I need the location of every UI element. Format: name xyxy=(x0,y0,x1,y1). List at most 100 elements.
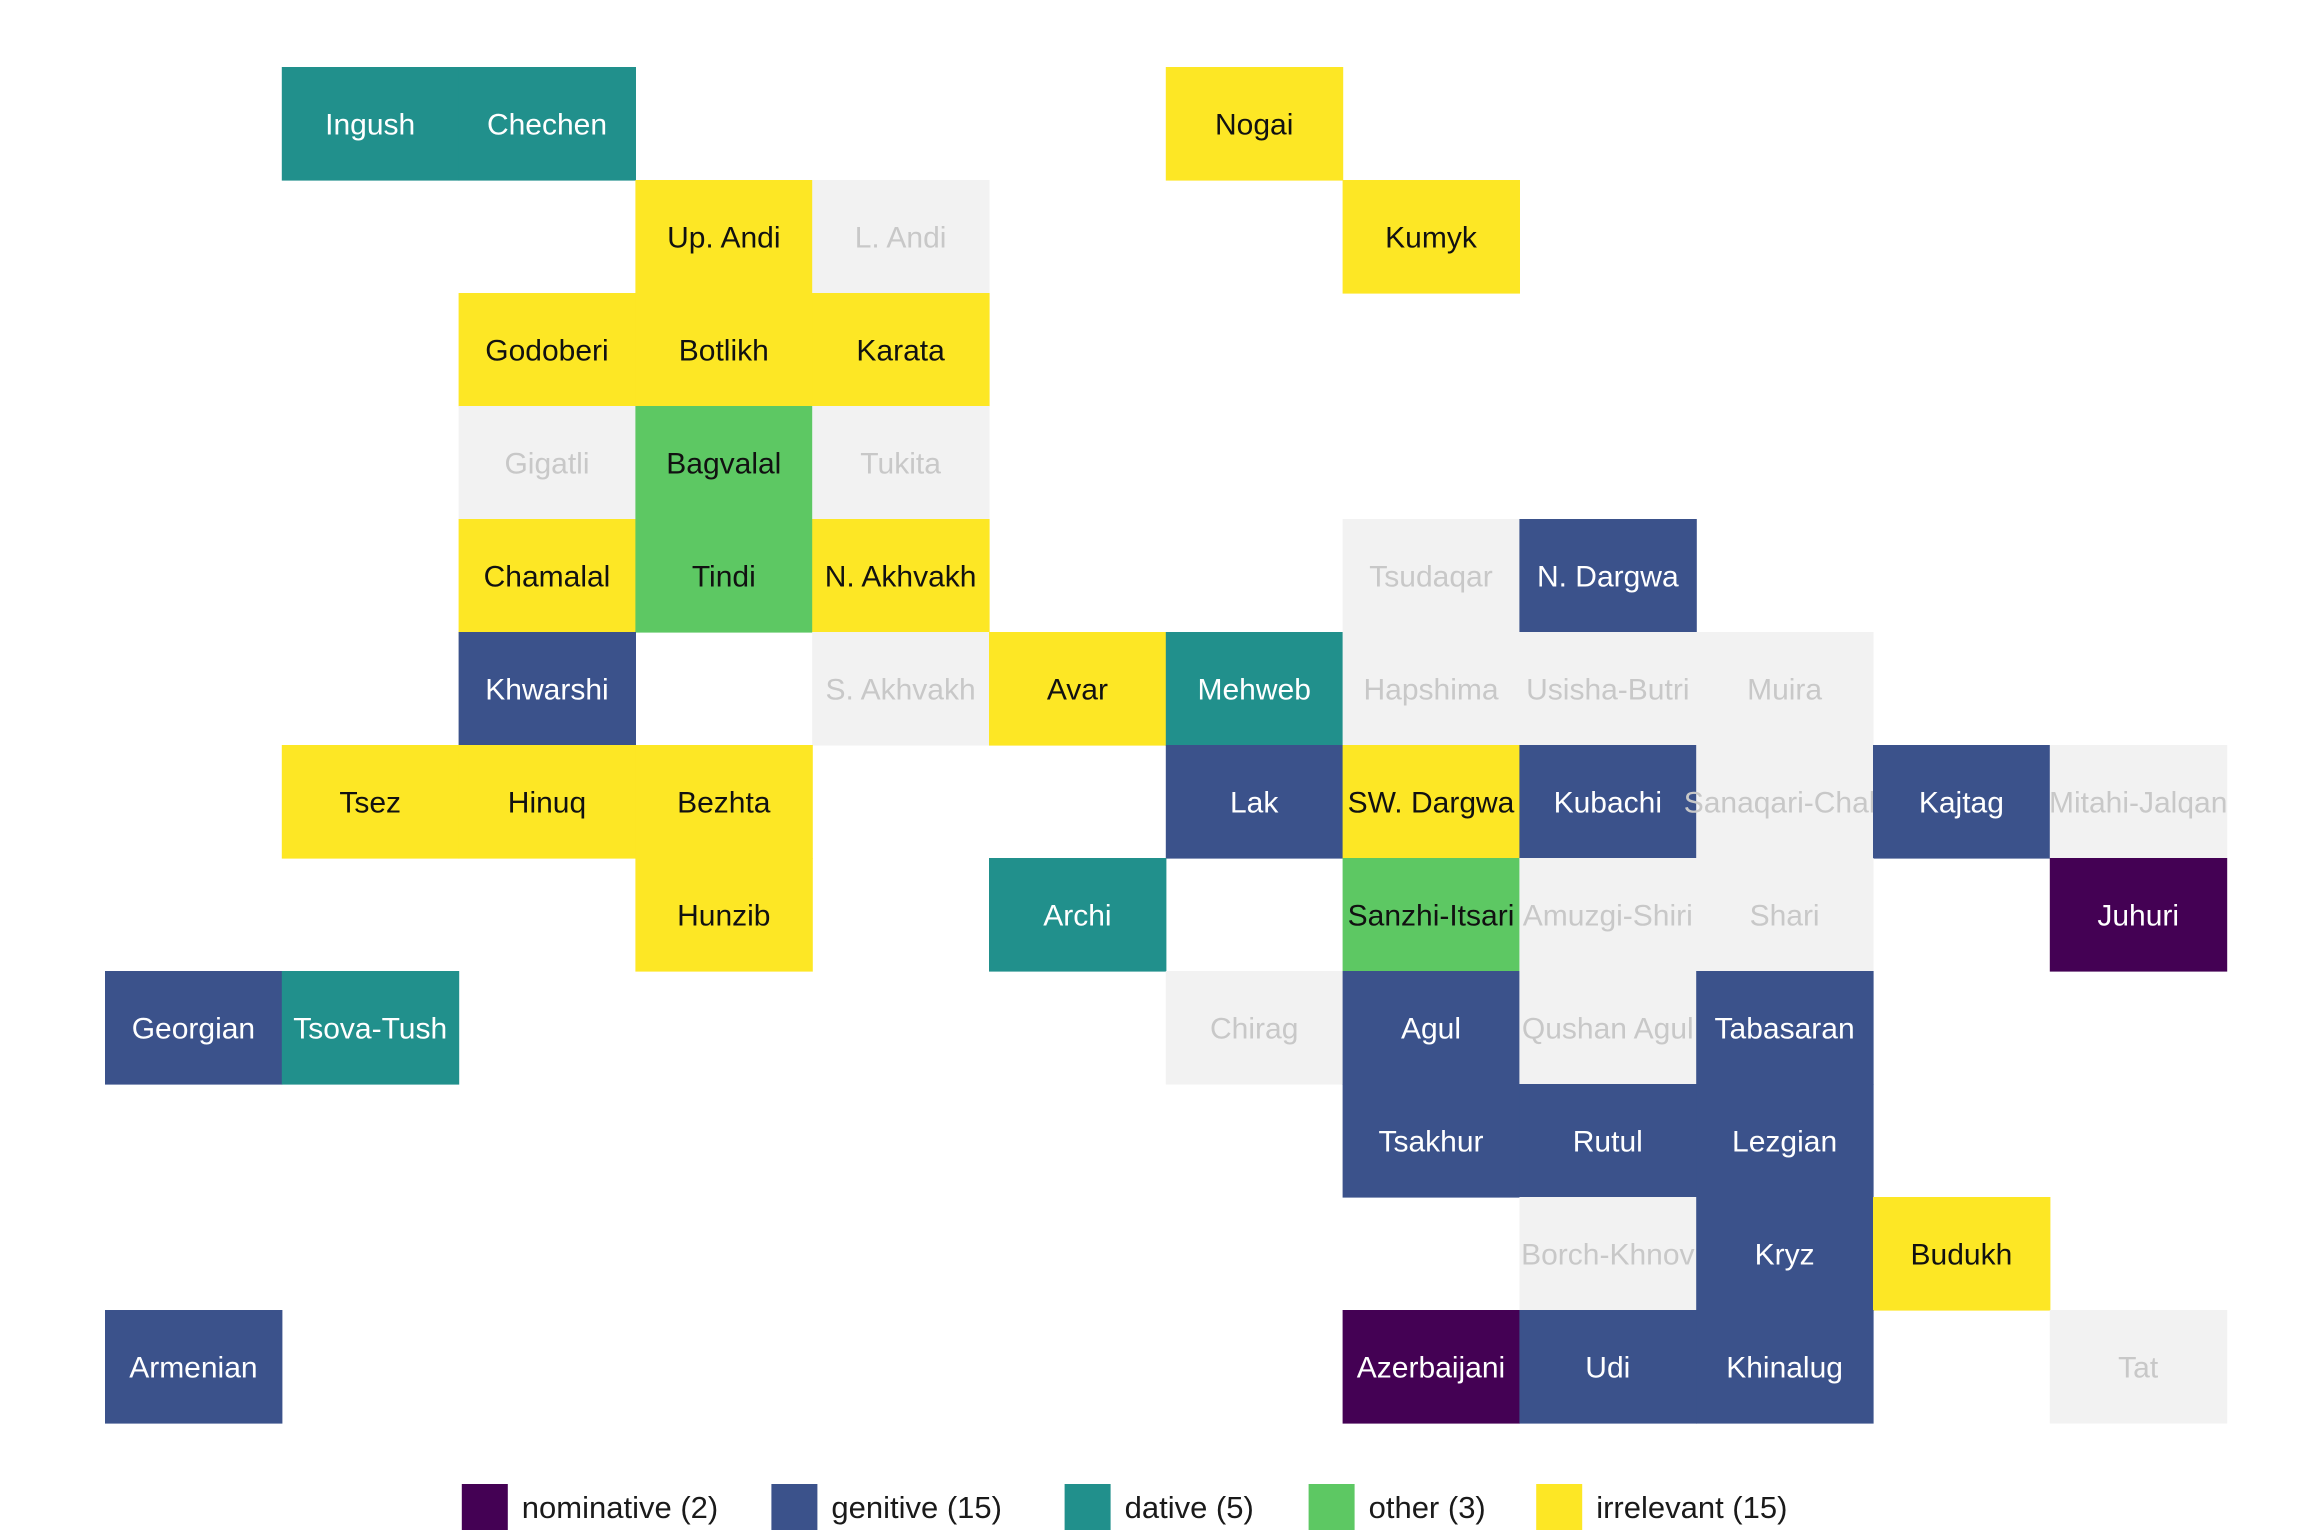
tile-label: Kubachi xyxy=(1554,787,1662,820)
tile-tsova-tush: Tsova-Tush xyxy=(281,971,460,1085)
tile-lezgian: Lezgian xyxy=(1696,1084,1874,1198)
tile-rect xyxy=(458,67,636,181)
tile-label: Armenian xyxy=(129,1352,257,1385)
tile-rect xyxy=(1342,745,1520,859)
tile-rect xyxy=(2049,745,2228,859)
tile-label: Udi xyxy=(1585,1352,1630,1385)
tile-label: Georgian xyxy=(132,1013,255,1046)
tile-armenian: Armenian xyxy=(105,1310,283,1424)
tile-label: Bagvalal xyxy=(666,448,781,481)
tile-label: Lezgian xyxy=(1732,1126,1837,1159)
tile-rutul: Rutul xyxy=(1519,1084,1697,1198)
tile-rect xyxy=(458,406,636,520)
tile-label: Tat xyxy=(2118,1352,2159,1385)
tile-label: Hunzib xyxy=(677,900,770,933)
legend: nominative (2) genitive (15) dative (5) oth… xyxy=(461,1484,1787,1530)
tile-label: Chechen xyxy=(487,109,607,142)
tile-tat: Tat xyxy=(2049,1310,2228,1424)
tile-label: Borch-Khnov xyxy=(1521,1239,1694,1272)
tile-label: Kumyk xyxy=(1385,222,1478,255)
tile-label: Tabasaran xyxy=(1715,1013,1855,1046)
tile-rect xyxy=(635,406,813,520)
tile-label: Ingush xyxy=(325,109,415,142)
tile-up-andi: Up. Andi xyxy=(635,180,813,294)
tile-rect xyxy=(1519,519,1697,633)
tile-label: SW. Dargwa xyxy=(1348,787,1515,820)
tile-rect xyxy=(1519,1197,1697,1311)
tile-rect xyxy=(812,632,990,746)
tile-rect xyxy=(1342,858,1520,972)
tile-label: Juhuri xyxy=(2097,900,2179,933)
tile-label: N. Akhvakh xyxy=(825,561,977,594)
tile-avar: Avar xyxy=(989,632,1167,746)
tile-label: Archi xyxy=(1043,900,1111,933)
tile-rect xyxy=(1165,745,1344,859)
tile-rect xyxy=(989,858,1167,972)
tile-label: S. Akhvakh xyxy=(826,674,976,707)
tile-label: Chirag xyxy=(1210,1013,1298,1046)
tile-rect xyxy=(1873,1197,2051,1311)
tile-qushan-agul: Qushan Agul xyxy=(1519,971,1697,1085)
tile-rect xyxy=(635,745,813,859)
tile-rect xyxy=(635,858,813,972)
tile-label: Avar xyxy=(1047,674,1108,707)
tile-l-andi: L. Andi xyxy=(812,180,990,294)
tile-bagvalal: Bagvalal xyxy=(635,406,813,520)
tile-rect xyxy=(1165,971,1344,1085)
tile-rect xyxy=(1696,1084,1874,1198)
tile-label: Hapshima xyxy=(1363,674,1498,707)
tile-kajtag: Kajtag xyxy=(1873,745,2051,859)
legend-swatch xyxy=(1064,1484,1111,1530)
tile-tukita: Tukita xyxy=(812,406,990,520)
tile-rect xyxy=(458,745,636,859)
tile-chamalal: Chamalal xyxy=(458,519,636,633)
tile-rect xyxy=(2049,858,2228,972)
tile-hinuq: Hinuq xyxy=(458,745,636,859)
tile-amuzgi-shiri: Amuzgi-Shiri xyxy=(1519,858,1697,972)
tile-kubachi: Kubachi xyxy=(1519,745,1697,859)
tile-rect xyxy=(812,519,990,633)
tile-label: Kajtag xyxy=(1919,787,2004,820)
tile-label: Kryz xyxy=(1755,1239,1815,1272)
tile-muira: Muira xyxy=(1696,632,1874,746)
tile-label: Khinalug xyxy=(1726,1352,1843,1385)
tile-rect xyxy=(1165,632,1344,746)
tile-rect xyxy=(281,971,460,1085)
tile-s-akhvakh: S. Akhvakh xyxy=(812,632,990,746)
tile-rect xyxy=(1165,67,1344,181)
tile-label: Amuzgi-Shiri xyxy=(1523,900,1693,933)
tile-rect xyxy=(458,632,636,746)
tile-borch-khnov: Borch-Khnov xyxy=(1519,1197,1697,1311)
tile-label: Shari xyxy=(1750,900,1820,933)
tile-rect xyxy=(1696,1197,1874,1311)
legend-item-nominative: nominative (2) xyxy=(461,1484,718,1530)
tile-label: Lak xyxy=(1230,787,1279,820)
tile-rect xyxy=(1696,858,1874,972)
tile-rect xyxy=(635,519,813,633)
tile-botlikh: Botlikh xyxy=(635,293,813,407)
legend-item-dative: dative (5) xyxy=(1064,1484,1254,1530)
tile-rect xyxy=(812,293,990,407)
tile-juhuri: Juhuri xyxy=(2049,858,2228,972)
tile-label: Budukh xyxy=(1911,1239,2013,1272)
tile-rect xyxy=(1519,1310,1697,1424)
tile-lak: Lak xyxy=(1165,745,1344,859)
tile-azerbaijani: Azerbaijani xyxy=(1342,1310,1520,1424)
tile-rect xyxy=(281,745,460,859)
tile-udi: Udi xyxy=(1519,1310,1697,1424)
tile-tsez: Tsez xyxy=(281,745,460,859)
tile-rect xyxy=(105,971,283,1085)
tile-georgian: Georgian xyxy=(105,971,283,1085)
tile-rect xyxy=(1342,180,1520,294)
tile-rect xyxy=(1342,1310,1520,1424)
tile-label: N. Dargwa xyxy=(1537,561,1679,594)
tile-kryz: Kryz xyxy=(1696,1197,1874,1311)
tile-n-akhvakh: N. Akhvakh xyxy=(812,519,990,633)
tile-rect xyxy=(1342,519,1520,633)
tile-sanaqari-chah: Sanaqari-Chah xyxy=(1684,745,1885,859)
tile-tabasaran: Tabasaran xyxy=(1696,971,1874,1085)
tile-rect xyxy=(635,293,813,407)
tile-label: Tindi xyxy=(692,561,756,594)
tile-label: Godoberi xyxy=(485,335,608,368)
legend-item-other: other (3) xyxy=(1308,1484,1486,1530)
